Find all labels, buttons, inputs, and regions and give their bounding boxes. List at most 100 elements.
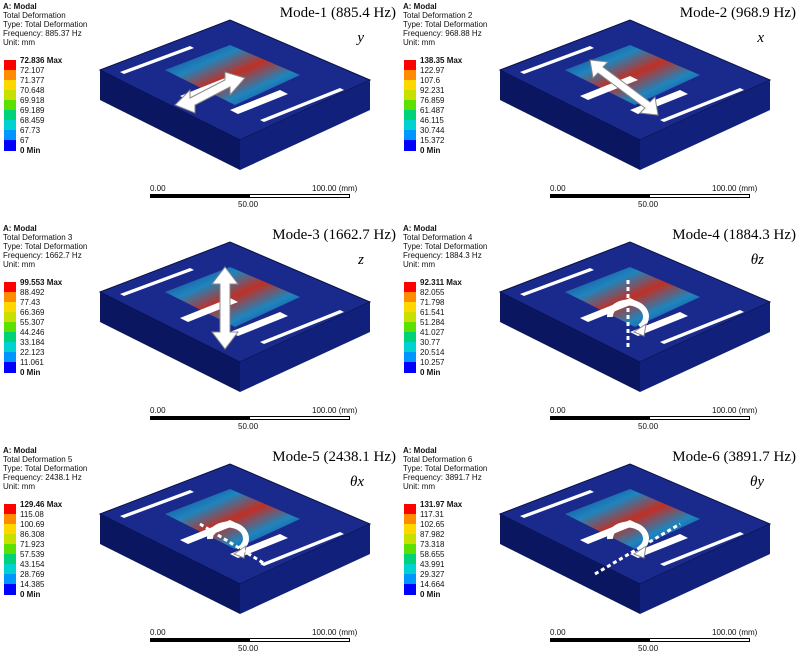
legend-swatch [4, 90, 16, 101]
legend-swatch [4, 322, 16, 333]
legend-swatch [404, 352, 416, 363]
legend-entry: 92.311 Max [404, 278, 474, 293]
legend-entry: 61.541 [404, 308, 474, 323]
plate-side-right [640, 302, 770, 392]
legend-swatch [404, 514, 416, 525]
legend-entry: 14.385 [4, 580, 74, 595]
legend-entry: 10.257 [404, 358, 474, 373]
legend-swatch [404, 90, 416, 101]
axis-label: θy [749, 474, 764, 490]
legend-swatch [4, 584, 16, 595]
scale-start: 0.00 [550, 406, 566, 415]
legend-entry: 58.655 [404, 550, 474, 565]
header-line1: Total Deformation 4 [403, 233, 473, 242]
motion-arrow-icon [210, 266, 240, 350]
legend-value: 70.648 [20, 86, 45, 95]
scale-bar-graphic [150, 194, 350, 198]
legend-value: 61.487 [420, 106, 445, 115]
scale-start: 0.00 [150, 628, 166, 637]
legend-value: 44.246 [20, 328, 45, 337]
legend-swatch [4, 302, 16, 313]
scale-start: 0.00 [550, 628, 566, 637]
legend-swatch [4, 292, 16, 303]
legend-value: 67 [20, 136, 29, 145]
legend-value: 14.664 [420, 580, 445, 589]
legend-value: 77.43 [20, 298, 41, 307]
scale-mid: 50.00 [638, 200, 659, 209]
legend-swatch [404, 584, 416, 595]
frame-slot [260, 532, 344, 566]
plate-side-right [640, 524, 770, 614]
legend-swatch [4, 70, 16, 81]
legend-entry: 100.69 [4, 520, 74, 535]
legend-swatch [404, 524, 416, 535]
plate-side-left [500, 514, 640, 614]
legend-entry: 88.492 [4, 288, 74, 303]
legend-value: 55.307 [20, 318, 45, 327]
legend-value: 51.284 [420, 318, 445, 327]
legend-swatch [404, 282, 416, 293]
legend-swatch [404, 554, 416, 565]
scale-mid: 50.00 [238, 200, 259, 209]
analysis-title: A: Modal [403, 2, 437, 11]
legend-value: 29.327 [420, 570, 445, 579]
contour-legend: 138.35 Max 122.97 107.6 92.231 76.859 61.487 4… [404, 56, 474, 156]
header-line4: Unit: mm [3, 482, 35, 491]
legend-value: 107.6 [420, 76, 441, 85]
plate-side-left [500, 70, 640, 170]
legend-value: 76.859 [420, 96, 445, 105]
legend-swatch [4, 312, 16, 323]
deformation-zone [565, 267, 700, 327]
legend-value: 43.154 [20, 560, 45, 569]
legend-entry: 57.539 [4, 550, 74, 565]
legend-swatch [4, 332, 16, 343]
analysis-title: A: Modal [3, 446, 37, 455]
legend-value: 69.189 [20, 106, 45, 115]
legend-entry: 71.377 [4, 76, 74, 91]
legend-entry: 29.327 [404, 570, 474, 585]
mode-label: Mode-2 (968.9 Hz) [679, 5, 796, 21]
deformation-zone [565, 489, 700, 549]
legend-swatch [404, 574, 416, 585]
legend-swatch [4, 524, 16, 535]
deformation-zone [165, 489, 300, 549]
legend-swatch [404, 332, 416, 343]
legend-value: 22.123 [20, 348, 45, 357]
legend-entry: 71.798 [404, 298, 474, 313]
frame-slot [230, 312, 288, 336]
scale-end: 100.00 (mm) [712, 628, 758, 637]
plate-side-left [500, 292, 640, 392]
frame-slot [120, 46, 194, 74]
legend-entry: 77.43 [4, 298, 74, 313]
legend-entry: 11.061 [4, 358, 74, 373]
deformed-model-view [498, 463, 772, 614]
scale-end: 100.00 (mm) [712, 184, 758, 193]
frame-slot [520, 490, 594, 518]
deformation-zone [165, 267, 300, 327]
result-header: A: Modal Total Deformation 5 Type: Total D… [3, 446, 87, 491]
legend-value: 122.97 [420, 66, 445, 75]
plate-side-left [100, 70, 240, 170]
mode-label: Mode-4 (1884.3 Hz) [672, 227, 796, 243]
mode-panel-6: A: Modal Total Deformation 6 Type: Total D… [400, 444, 800, 666]
legend-swatch [4, 60, 16, 71]
legend-value: 66.369 [20, 308, 45, 317]
legend-swatch [404, 322, 416, 333]
legend-value: 82.055 [420, 288, 445, 297]
legend-entry: 122.97 [404, 66, 474, 81]
motion-arrow-icon [589, 59, 659, 116]
motion-arrow-icon [174, 71, 246, 114]
legend-value: 67.73 [20, 126, 41, 135]
scale-end: 100.00 (mm) [312, 406, 358, 415]
legend-swatch [404, 110, 416, 121]
scale-bar: 0.00 100.00 (mm) 50.00 [150, 406, 357, 432]
deformed-model-view [498, 241, 772, 392]
header-line4: Unit: mm [403, 482, 435, 491]
legend-swatch [4, 110, 16, 121]
deformed-model-view [98, 463, 372, 614]
scale-bar-graphic [150, 416, 350, 420]
legend-swatch [404, 312, 416, 323]
scale-bar: 0.00 100.00 (mm) 50.00 [550, 184, 757, 210]
plate-side-left [100, 292, 240, 392]
motion-arrow-icon [594, 521, 681, 576]
